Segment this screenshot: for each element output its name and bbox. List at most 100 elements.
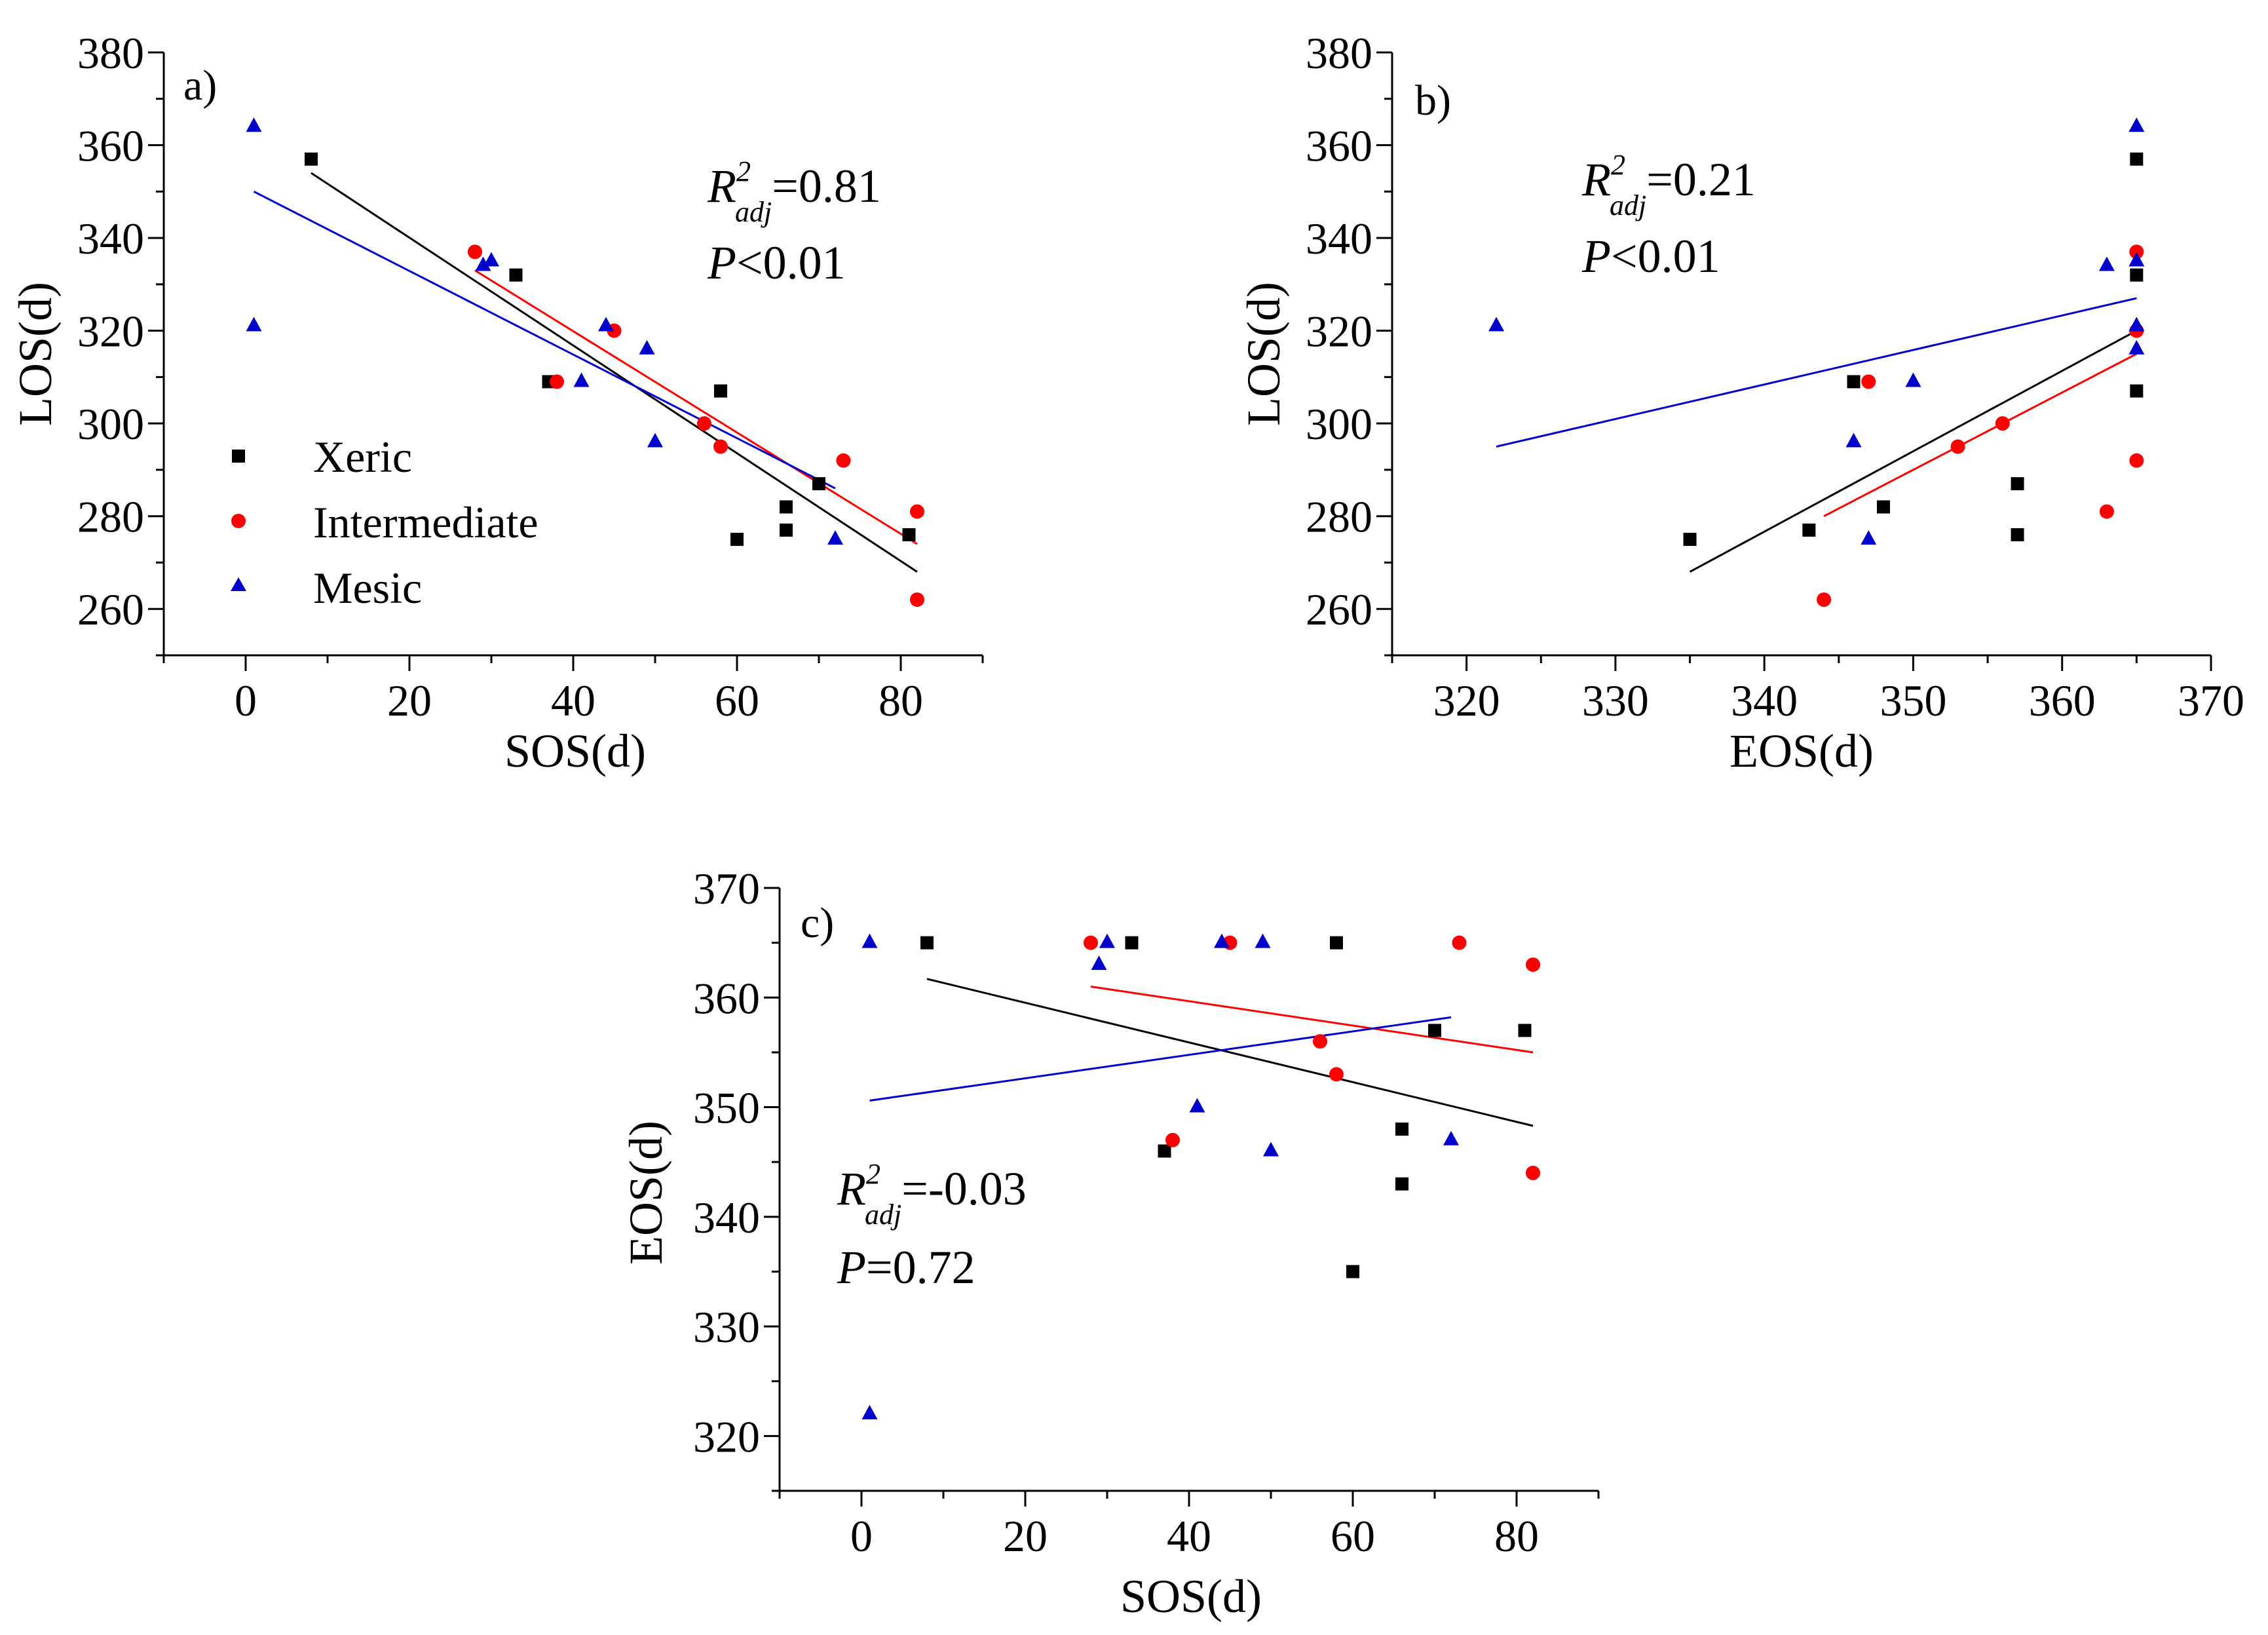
- panel-a-mesic-point: [246, 317, 262, 332]
- y-tick-label: 300: [77, 399, 144, 449]
- panel-b-mesic-fit-line: [1496, 297, 2137, 448]
- panel-a-p-symbol: P: [707, 237, 736, 289]
- panel-b-intermediate-point: [1950, 439, 1965, 454]
- y-tick-label: 370: [693, 864, 760, 914]
- panel-c-mesic-point: [861, 1404, 878, 1419]
- panel-b-mesic-point: [2098, 256, 2115, 271]
- panel-b-xeric-point: [2130, 152, 2144, 166]
- panel-b-mesic-point: [2128, 339, 2145, 355]
- panel-b-xeric-point: [1877, 500, 1890, 514]
- x-tick-label: 350: [1880, 676, 1946, 725]
- panel-a-xeric-point: [305, 152, 318, 166]
- legend-intermediate-marker: [231, 514, 246, 528]
- panel-c-mesic-point: [1255, 933, 1271, 948]
- panel-b-x-axis-title: EOS(d): [1729, 725, 1874, 777]
- panel-a-mesic-point: [475, 256, 491, 271]
- panel-a-xeric-point: [812, 477, 825, 491]
- y-tick-label: 330: [693, 1302, 760, 1352]
- panel-b-xeric-fit-line: [1689, 330, 2138, 573]
- panel-b-mesic-point: [1905, 372, 1921, 387]
- x-tick-label: 320: [1433, 676, 1500, 725]
- panel-a-mesic-point: [639, 339, 655, 355]
- panel-b-p-text: P<0.01: [1581, 230, 1720, 282]
- x-tick-label: 360: [2029, 676, 2096, 725]
- panel-a-intermediate-point: [910, 504, 924, 519]
- y-tick-label: 380: [1306, 28, 1372, 78]
- panel-a-xeric-fit-line: [311, 172, 918, 573]
- panel-a-intermediate-point: [713, 439, 728, 454]
- legend-xeric-marker: [232, 450, 245, 463]
- panel-a-r2-value: =0.81: [772, 160, 881, 212]
- panel-c-intermediate-fit-line: [1090, 986, 1534, 1054]
- panel-c-xeric-fit-line: [926, 978, 1534, 1127]
- panel-b-r2-sup: 2: [1611, 149, 1625, 181]
- y-tick-label: 260: [77, 585, 144, 634]
- panel-a-r2-text: R2 adj=0.81: [707, 155, 881, 228]
- panel-c-tag: c): [801, 899, 834, 947]
- panel-b-xeric-point: [1847, 375, 1861, 389]
- panel-a-intermediate-fit-line: [474, 269, 918, 545]
- panel-b-mesic-point: [2128, 252, 2145, 267]
- panel-a-intermediate-point: [468, 244, 482, 260]
- panel-a-intermediate-point: [836, 453, 851, 468]
- panel-a-y-axis-title: LOS(d): [9, 282, 62, 426]
- panel-a-r2-sup: 2: [736, 155, 751, 187]
- panel-c: c) SOS(d) EOS(d) R2 adj=-0.03 P=0.72 0 20 4…: [620, 864, 1600, 1623]
- panel-a-xeric-point: [730, 533, 744, 547]
- panel-a-xeric-point: [902, 528, 916, 541]
- x-tick-label: 370: [2178, 676, 2244, 725]
- y-tick-label: 320: [77, 307, 144, 356]
- panel-b-mesic-point: [1488, 317, 1505, 332]
- panel-a-intermediate-point: [910, 592, 924, 607]
- y-tick-label: 280: [1306, 492, 1372, 542]
- x-tick-label: 40: [551, 676, 595, 725]
- x-tick-label: 60: [1331, 1511, 1375, 1561]
- panel-b-intermediate-point: [2129, 244, 2144, 260]
- panel-a-xeric-point: [714, 384, 727, 398]
- legend-intermediate-label: Intermediate: [313, 497, 539, 547]
- panel-b-p-value: <0.01: [1611, 230, 1720, 282]
- panel-c-p-value: =0.72: [866, 1241, 975, 1294]
- panel-c-intermediate-point: [1329, 1067, 1344, 1082]
- panel-c-xeric-point: [1395, 1123, 1408, 1136]
- y-tick-label: 280: [77, 492, 144, 542]
- panel-c-intermediate-point: [1084, 935, 1098, 950]
- panel-c-intermediate-point: [1165, 1132, 1180, 1147]
- panel-c-intermediate-point: [1526, 957, 1540, 972]
- panel-b-mesic-point: [2128, 317, 2145, 332]
- panel-a-mesic-point: [483, 252, 499, 267]
- y-tick-label: 340: [1306, 214, 1372, 263]
- panel-a: a) SOS(d) LOS(d) R2 adj=0.81 P<0.01 Xeric…: [9, 28, 984, 777]
- y-tick-label: 320: [693, 1412, 760, 1461]
- y-tick-label: 340: [77, 214, 144, 263]
- x-tick-label: 80: [1494, 1511, 1539, 1561]
- panel-c-intermediate-point: [1452, 935, 1467, 950]
- panel-b-mesic-point: [1845, 433, 1862, 448]
- x-tick-label: 20: [1003, 1511, 1048, 1561]
- panel-a-tag: a): [183, 62, 217, 109]
- panel-c-mesic-point: [861, 933, 878, 948]
- panel-a-xeric-point: [780, 500, 793, 514]
- panel-b-xeric-point: [1683, 533, 1697, 547]
- panel-c-r2-value: =-0.03: [901, 1163, 1027, 1215]
- y-tick-label: 320: [1306, 307, 1372, 356]
- panel-c-xeric-point: [1125, 936, 1139, 950]
- panel-a-mesic-fit-line: [253, 190, 836, 490]
- panel-b-xeric-point: [2130, 268, 2144, 282]
- panel-b-intermediate-point: [2129, 453, 2144, 468]
- x-tick-label: 20: [387, 676, 432, 725]
- panel-b-intermediate-point: [2099, 504, 2114, 519]
- panel-c-p-symbol: P: [837, 1241, 866, 1294]
- y-tick-label: 340: [693, 1193, 760, 1242]
- panel-b-r2-symbol: R: [1581, 153, 1611, 206]
- panel-a-intermediate-point: [697, 416, 711, 431]
- x-tick-label: 40: [1167, 1511, 1211, 1561]
- panel-a-mesic-point: [598, 317, 614, 332]
- panel-b-xeric-point: [2011, 528, 2024, 541]
- y-tick-label: 360: [693, 973, 760, 1023]
- panel-b-intermediate-point: [1861, 374, 1876, 389]
- panel-c-xeric-point: [1395, 1177, 1408, 1191]
- y-tick-label: 350: [693, 1083, 760, 1133]
- panel-c-mesic-point: [1443, 1130, 1459, 1145]
